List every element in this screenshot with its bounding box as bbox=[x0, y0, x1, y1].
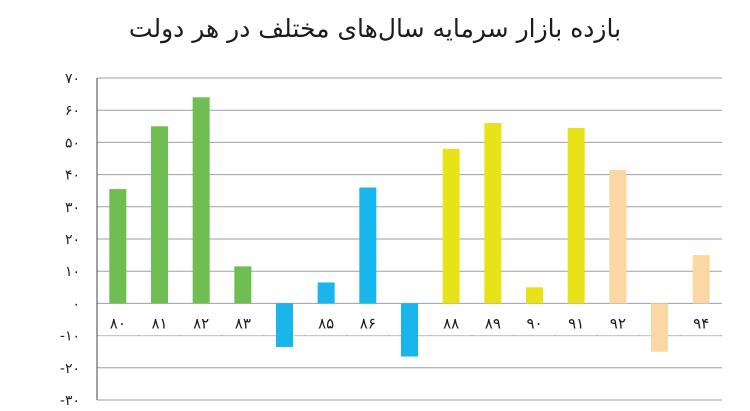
category-label-box bbox=[681, 309, 722, 336]
category-label-85: ۸۵ bbox=[318, 314, 334, 332]
y-tick-label: ۷۰ bbox=[65, 71, 80, 87]
category-label-82: ۸۲ bbox=[193, 314, 209, 332]
chart-title: بازده بازار سرمایه سال‌های مختلف در هر د… bbox=[128, 14, 622, 43]
bar-81 bbox=[151, 126, 168, 304]
bar-negative-overlay-87 bbox=[401, 303, 418, 357]
bar-91 bbox=[567, 127, 585, 304]
bar-92 bbox=[609, 169, 627, 304]
bar-88 bbox=[442, 148, 460, 304]
bar-80 bbox=[109, 189, 127, 304]
y-tick-label: ۳۰ bbox=[65, 200, 80, 216]
category-label-88: ۸۸ bbox=[443, 314, 459, 332]
category-label-box bbox=[556, 309, 597, 336]
y-tick-label: ۲۰ bbox=[65, 232, 80, 248]
category-label-90: ۹۰ bbox=[526, 314, 542, 332]
bar-89 bbox=[484, 123, 502, 304]
y-tick-label: ۱۰ bbox=[65, 264, 80, 280]
category-label-81: ۸۱ bbox=[151, 314, 167, 332]
category-label-box bbox=[97, 309, 138, 336]
category-label-box bbox=[514, 309, 555, 336]
category-label-83: ۸۳ bbox=[235, 314, 251, 332]
category-label-box bbox=[597, 309, 638, 336]
y-tick-label: -۲۰ bbox=[60, 361, 80, 377]
bar-negative-overlay-84 bbox=[276, 303, 293, 347]
y-tick-label: -۱۰ bbox=[60, 329, 80, 345]
bar-83 bbox=[234, 266, 252, 304]
bar-94 bbox=[692, 255, 710, 304]
category-label-86: ۸۶ bbox=[360, 314, 376, 332]
category-label-box bbox=[472, 309, 513, 336]
category-label-box bbox=[431, 309, 472, 336]
category-label-box bbox=[181, 309, 222, 336]
category-label-box bbox=[222, 309, 263, 336]
category-label-box bbox=[347, 309, 388, 336]
category-label-box bbox=[306, 309, 347, 336]
category-label-94: ۹۴ bbox=[693, 314, 709, 332]
bar-86 bbox=[359, 187, 377, 304]
y-tick-label: ۴۰ bbox=[65, 168, 80, 184]
bar-85 bbox=[317, 282, 335, 304]
bar-negative-overlay-93 bbox=[651, 303, 668, 352]
y-tick-label: ۰ bbox=[72, 296, 80, 312]
y-tick-label: -۳۰ bbox=[60, 393, 80, 409]
y-tick-label: ۵۰ bbox=[65, 135, 80, 151]
y-tick-label: ۶۰ bbox=[65, 103, 80, 119]
category-label-box bbox=[139, 309, 180, 336]
bar-82 bbox=[192, 97, 210, 304]
category-label-89: ۸۹ bbox=[485, 314, 501, 332]
category-label-92: ۹۲ bbox=[610, 314, 626, 332]
bar-90 bbox=[526, 287, 543, 304]
category-label-80: ۸۰ bbox=[110, 314, 126, 332]
category-label-91: ۹۱ bbox=[568, 314, 584, 332]
